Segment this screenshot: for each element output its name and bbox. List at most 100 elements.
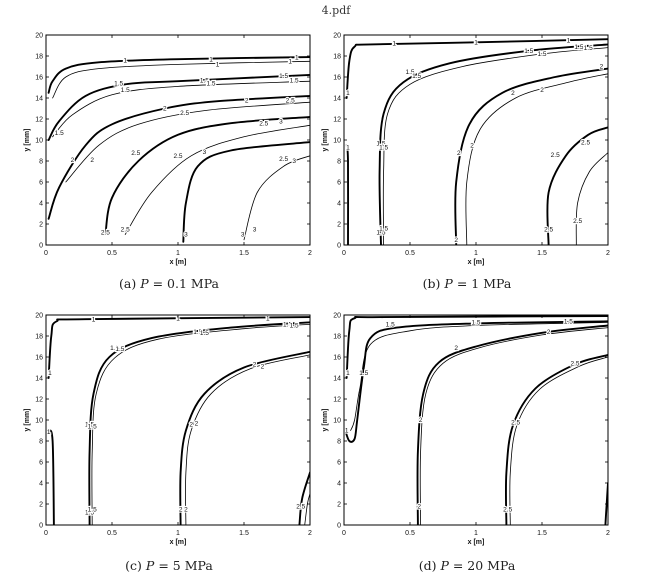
contour-label: 2.5 [173,153,182,160]
y-tick-label: 20 [333,313,341,320]
contour-label: 2 [189,421,193,428]
contour-line-2-5-thin [124,124,310,235]
contour-line-2-thin [65,101,310,183]
y-tick-label: 16 [35,75,43,82]
contour-line-1-bold [345,315,608,379]
y-tick-label: 18 [333,334,341,341]
contour-label: 2 [511,90,515,97]
x-tick-label: 1 [474,250,478,257]
contour-line-3-thin [243,155,310,241]
y-tick-label: 14 [35,376,43,383]
contour-label: 1 [345,428,349,435]
x-tick-label: 0.5 [107,530,117,537]
y-tick-label: 14 [35,96,43,103]
contour-line-1-5-thin [91,324,310,525]
contour-label: 1.5 [88,424,97,431]
contour-label: 1 [346,145,350,152]
contour-label: 1.5 [110,345,119,352]
contour-line-1-bold [345,144,350,245]
x-tick-label: 1 [474,530,478,537]
x-tick-label: 1.5 [239,250,249,257]
contour-label: 2 [547,329,551,336]
contour-label: 2 [261,364,265,371]
contour-label: 1.5 [114,81,123,88]
contour-line-1-bold [47,316,310,379]
y-tick-label: 18 [333,54,341,61]
contour-line-2-bold [47,94,310,220]
y-tick-label: 18 [35,334,43,341]
x-tick-label: 0 [342,250,346,257]
x-axis-label: x [m] [170,259,187,266]
x-tick-label: 1 [176,530,180,537]
contour-label: 2.5 [570,361,579,368]
contour-label: 1.5 [55,130,64,137]
y-tick-label: 16 [333,355,341,362]
contour-label: 1 [392,41,396,48]
contour-label: 1.5 [412,73,421,80]
x-tick-label: 0 [342,530,346,537]
contour-label: 2.5 [544,226,553,233]
contour-chart-d: 1 1 1.5 1.5 1.5 1.5 2 2 2 2 2.5 2.5 2.5 0 0.5 1 1.5 2 0 2 4 6… [314,308,614,578]
contour-label: 1.5 [200,330,209,337]
caption-symbol: P [145,558,155,573]
contour-line-1-5-bold [88,321,310,525]
y-tick-label: 2 [337,222,341,229]
y-tick-label: 8 [39,159,43,166]
contour-label: 2.5 [131,150,140,157]
x-axis-label: x [m] [170,539,187,546]
contour-label: 1.5 [379,225,388,232]
contour-label: 1.5 [121,87,130,94]
document-filename: 4.pdf [321,4,351,17]
contour-label: 1 [47,429,51,436]
contour-line-1-bold [344,320,608,443]
contour-line-3-bold [182,141,310,243]
contour-label: 2.5 [296,503,305,510]
caption-symbol: P [140,276,149,291]
contour-label: 2 [195,420,199,427]
y-tick-label: 2 [39,502,43,509]
contour-label: 3 [203,149,207,156]
y-tick-label: 4 [39,481,43,488]
contour-label: 2.5 [573,218,582,225]
contour-line-2-5-bold [104,115,310,236]
y-tick-label: 6 [39,460,43,467]
contour-line-2-bold [416,324,608,525]
y-tick-label: 6 [337,180,341,187]
y-tick-label: 14 [333,376,341,383]
contour-lines [47,316,310,525]
contour-label: 2 [253,362,257,369]
caption-prefix: (d) [418,558,437,573]
contour-label: 2.5 [259,120,268,127]
contour-label: 2.5 [286,97,295,104]
contour-line-1-5-thin [350,321,608,431]
contour-label: 1 [216,62,220,69]
x-tick-label: 2 [606,530,610,537]
contour-label: 2.5 [180,110,189,117]
caption-symbol: P [444,276,453,291]
x-tick-label: 2 [308,530,312,537]
contour-label: 1 [92,316,96,323]
y-axis-label: y [mm] [24,129,31,152]
y-tick-label: 12 [333,117,341,124]
contour-label: 1.5 [376,140,385,147]
contour-line-1-bold [47,429,55,525]
contour-label: 1.5 [376,230,385,237]
caption-value: = 0.1 MPa [152,276,219,291]
contour-label: 1.5 [206,81,215,88]
y-tick-label: 14 [333,96,341,103]
contour-label: 2 [71,157,75,164]
contour-label: 2 [179,506,183,513]
contour-label: 1.5 [386,322,395,329]
contour-lines [344,315,608,525]
contour-label: 2.5 [101,230,110,237]
x-tick-label: 1.5 [537,250,547,257]
y-tick-label: 20 [35,313,43,320]
y-tick-label: 18 [35,54,43,61]
contour-label: 2 [600,64,604,71]
contour-label: 1 [567,37,571,44]
y-tick-label: 2 [39,222,43,229]
contour-label: 1 [209,56,213,63]
plot-frame [45,314,311,526]
